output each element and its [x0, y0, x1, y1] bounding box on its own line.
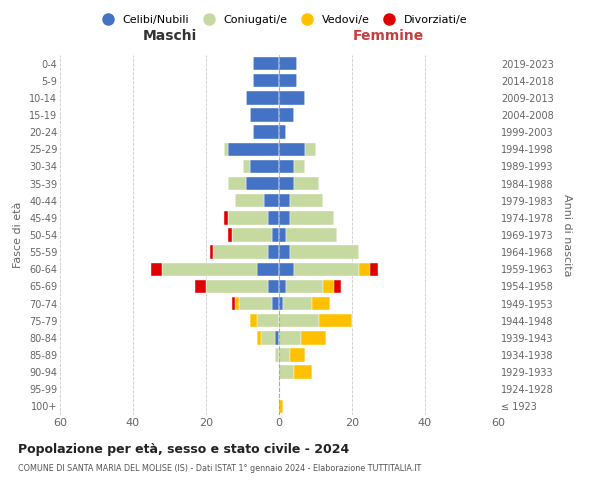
- Bar: [250, 160, 279, 173]
- Bar: [279, 126, 286, 139]
- Bar: [359, 262, 370, 276]
- Bar: [279, 400, 283, 413]
- Y-axis label: Fasce di età: Fasce di età: [13, 202, 23, 268]
- Bar: [272, 228, 279, 241]
- Bar: [228, 177, 246, 190]
- Bar: [286, 280, 323, 293]
- Bar: [228, 142, 279, 156]
- Bar: [279, 366, 293, 379]
- Legend: Celibi/Nubili, Coniugati/e, Vedovi/e, Divorziati/e: Celibi/Nubili, Coniugati/e, Vedovi/e, Di…: [92, 10, 472, 29]
- Bar: [224, 142, 228, 156]
- Bar: [246, 91, 279, 104]
- Bar: [279, 74, 297, 88]
- Bar: [228, 211, 268, 224]
- Bar: [239, 297, 272, 310]
- Bar: [235, 297, 239, 310]
- Bar: [162, 262, 257, 276]
- Bar: [301, 331, 326, 344]
- Bar: [268, 280, 279, 293]
- Bar: [257, 262, 279, 276]
- Bar: [290, 211, 334, 224]
- Bar: [279, 91, 305, 104]
- Y-axis label: Anni di nascita: Anni di nascita: [562, 194, 572, 276]
- Bar: [305, 142, 316, 156]
- Bar: [265, 194, 279, 207]
- Bar: [283, 297, 312, 310]
- Bar: [293, 366, 312, 379]
- Bar: [279, 348, 290, 362]
- Bar: [242, 160, 250, 173]
- Text: Femmine: Femmine: [353, 29, 424, 43]
- Text: COMUNE DI SANTA MARIA DEL MOLISE (IS) - Dati ISTAT 1° gennaio 2024 - Elaborazion: COMUNE DI SANTA MARIA DEL MOLISE (IS) - …: [18, 464, 421, 473]
- Bar: [275, 348, 279, 362]
- Bar: [257, 331, 261, 344]
- Bar: [279, 177, 293, 190]
- Bar: [279, 57, 297, 70]
- Bar: [290, 348, 305, 362]
- Bar: [232, 228, 272, 241]
- Text: Popolazione per età, sesso e stato civile - 2024: Popolazione per età, sesso e stato civil…: [18, 442, 349, 456]
- Bar: [246, 177, 279, 190]
- Bar: [272, 297, 279, 310]
- Bar: [206, 280, 268, 293]
- Bar: [319, 314, 352, 328]
- Bar: [279, 228, 286, 241]
- Bar: [370, 262, 377, 276]
- Bar: [323, 280, 334, 293]
- Bar: [257, 314, 279, 328]
- Bar: [214, 246, 268, 259]
- Bar: [253, 126, 279, 139]
- Bar: [279, 314, 319, 328]
- Text: Maschi: Maschi: [142, 29, 197, 43]
- Bar: [195, 280, 206, 293]
- Bar: [334, 280, 341, 293]
- Bar: [279, 262, 293, 276]
- Bar: [268, 211, 279, 224]
- Bar: [250, 314, 257, 328]
- Bar: [253, 74, 279, 88]
- Bar: [279, 194, 290, 207]
- Bar: [232, 297, 235, 310]
- Bar: [293, 262, 359, 276]
- Bar: [286, 228, 337, 241]
- Bar: [293, 160, 305, 173]
- Bar: [312, 297, 330, 310]
- Bar: [279, 280, 286, 293]
- Bar: [279, 297, 283, 310]
- Bar: [261, 331, 275, 344]
- Bar: [279, 246, 290, 259]
- Bar: [151, 262, 162, 276]
- Bar: [209, 246, 214, 259]
- Bar: [235, 194, 265, 207]
- Bar: [253, 57, 279, 70]
- Bar: [279, 211, 290, 224]
- Bar: [279, 142, 305, 156]
- Bar: [279, 108, 293, 122]
- Bar: [228, 228, 232, 241]
- Bar: [279, 160, 293, 173]
- Bar: [275, 331, 279, 344]
- Bar: [250, 108, 279, 122]
- Bar: [279, 331, 301, 344]
- Bar: [290, 246, 359, 259]
- Bar: [268, 246, 279, 259]
- Bar: [290, 194, 323, 207]
- Bar: [293, 177, 319, 190]
- Bar: [224, 211, 228, 224]
